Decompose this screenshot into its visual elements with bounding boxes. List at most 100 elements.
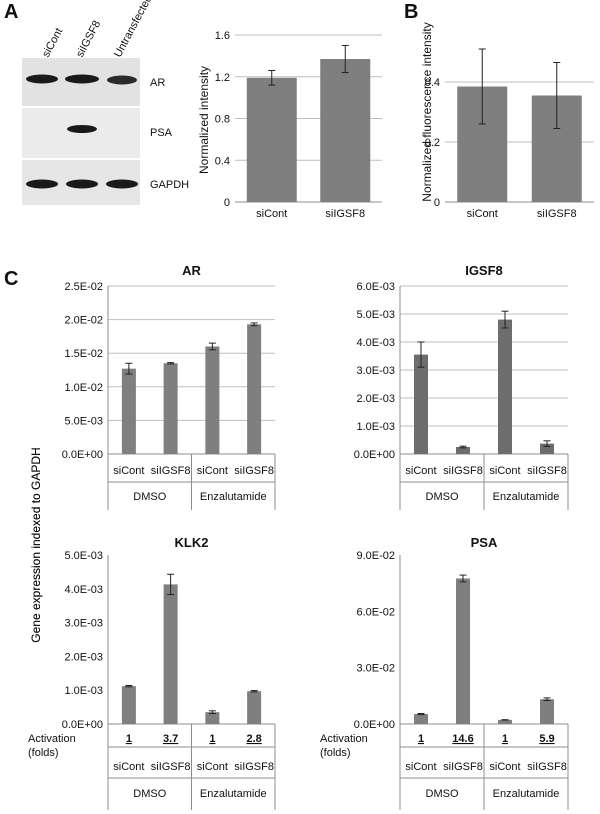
x-group-label: Enzalutamide (493, 788, 560, 800)
blot-band (66, 179, 98, 189)
blot-band (65, 74, 99, 84)
y-tick-label: 3.0E-02 (356, 663, 395, 675)
x-category-label: siIGSF8 (234, 761, 274, 773)
bar (121, 368, 136, 454)
x-category-label: siIGSF8 (325, 208, 365, 220)
bar (414, 714, 428, 724)
y-tick-label: 0.4 (215, 155, 230, 167)
x-group-label: DMSO (133, 788, 166, 800)
blot-row-label: AR (150, 77, 165, 89)
activation-fold-value: 2.8 (246, 733, 261, 745)
bar (205, 712, 220, 724)
activation-row-label-line: Activation (320, 733, 368, 745)
y-tick-label: 2.0E-02 (64, 315, 103, 327)
chart-a-intensity: 0 0.4 0.8 1.2 1.6 siCont siIGSF8 Normalized int… (197, 30, 382, 220)
blot-band (26, 179, 58, 189)
bar (205, 346, 220, 454)
bar (247, 324, 262, 454)
y-tick-label: 2.0E-03 (356, 393, 395, 405)
x-category-label: siCont (405, 761, 436, 773)
y-tick-label: 5.0E-03 (356, 309, 395, 321)
activation-fold-value: 1 (418, 733, 424, 745)
blot-strip-psa (22, 108, 140, 158)
x-category-label: siCont (113, 761, 144, 773)
x-category-label: siCont (405, 465, 436, 477)
blot-row-label: GAPDH (150, 179, 189, 191)
x-category-label: siCont (489, 465, 520, 477)
y-tick-label: 6.0E-02 (356, 606, 395, 618)
y-tick-label: 1.6 (215, 30, 230, 42)
blot-row-label: PSA (150, 127, 173, 139)
x-group-label: DMSO (133, 491, 166, 503)
x-category-label: siCont (197, 761, 228, 773)
activation-fold-value: 3.7 (163, 733, 178, 745)
y-tick-label: 9.0E-02 (356, 550, 395, 562)
y-tick-label: 5.0E-03 (64, 550, 103, 562)
bar (540, 699, 554, 724)
bar (246, 77, 297, 202)
activation-row-label-line: (folds) (320, 747, 351, 759)
activation-row-label-line: (folds) (28, 747, 59, 759)
bar (498, 319, 512, 454)
x-group-label: DMSO (426, 788, 459, 800)
activation-fold-value: 14.6 (452, 733, 473, 745)
chart-title: PSA (471, 535, 498, 550)
y-tick-label: 3.0E-03 (64, 618, 103, 630)
y-tick-label: 1.5E-02 (64, 348, 103, 360)
bar (247, 691, 262, 724)
chart-c-igsf8: 0.0E+00 1.0E-03 2.0E-03 3.0E-03 4.0E-03 5.0E-… (354, 263, 569, 510)
x-category-label: siCont (489, 761, 520, 773)
bar (414, 354, 428, 454)
x-category-label: siIGSF8 (234, 465, 274, 477)
blot-lane-label: Untransfected (112, 0, 155, 59)
bar (498, 719, 512, 724)
blot-lane-label: siCont (40, 26, 65, 59)
blot-band (106, 179, 138, 189)
x-category-label: siIGSF8 (443, 465, 483, 477)
y-tick-label: 0.0E+00 (62, 719, 103, 731)
y-axis-label: Gene expression indexed to GAPDH (29, 447, 43, 642)
bar (540, 443, 554, 454)
y-axis-label: Normalized intensity (197, 66, 211, 174)
activation-row-label: Activation (folds) (320, 733, 368, 759)
panel-letter-a: A (4, 1, 18, 23)
y-tick-label: 2.0E-03 (64, 651, 103, 663)
blot-lane-label: siIGSF8 (74, 19, 103, 60)
y-tick-label: 4.0E-03 (64, 584, 103, 596)
y-tick-label: 0 (434, 197, 440, 209)
x-category-label: siIGSF8 (527, 465, 567, 477)
y-tick-label: 6.0E-03 (356, 281, 395, 293)
panel-letter-c: C (4, 268, 18, 290)
bar (163, 363, 178, 454)
y-tick-label: 0.2 (425, 137, 440, 149)
y-tick-label: 0.0E+00 (354, 449, 395, 461)
blot-band (107, 75, 137, 85)
western-blot: siCont siIGSF8 Untransfected AR PSA GAPD… (22, 0, 189, 205)
y-tick-label: 0.8 (215, 114, 230, 126)
x-category-label: siCont (113, 465, 144, 477)
y-tick-label: 5.0E-03 (64, 415, 103, 427)
y-tick-label: 0.0E+00 (354, 719, 395, 731)
bar (163, 584, 178, 724)
chart-title: KLK2 (175, 535, 209, 550)
bar (456, 578, 470, 724)
x-category-label: siIGSF8 (151, 761, 191, 773)
activation-fold-value: 1 (126, 733, 132, 745)
y-tick-label: 3.0E-03 (356, 365, 395, 377)
y-tick-label: 0.4 (425, 77, 440, 89)
y-axis-label: Normalized fluorescence intensity (420, 22, 434, 201)
activation-fold-value: 1 (502, 733, 508, 745)
x-category-label: siIGSF8 (151, 465, 191, 477)
y-tick-label: 1.0E-02 (64, 382, 103, 394)
y-tick-label: 1.0E-03 (64, 685, 103, 697)
chart-c-ar: 0.0E+00 5.0E-03 1.0E-02 1.5E-02 2.0E-02 2.5E-… (29, 263, 276, 643)
x-group-label: Enzalutamide (493, 491, 560, 503)
activation-row-label: Activation (folds) (28, 733, 76, 759)
x-group-label: Enzalutamide (200, 491, 267, 503)
activation-fold-value: 1 (209, 733, 215, 745)
activation-row-label-line: Activation (28, 733, 76, 745)
chart-c-psa: 0.0E+00 3.0E-02 6.0E-02 9.0E-02 siCont 1 siIGS… (320, 535, 569, 810)
x-category-label: siIGSF8 (527, 761, 567, 773)
x-category-label: siIGSF8 (537, 208, 577, 220)
